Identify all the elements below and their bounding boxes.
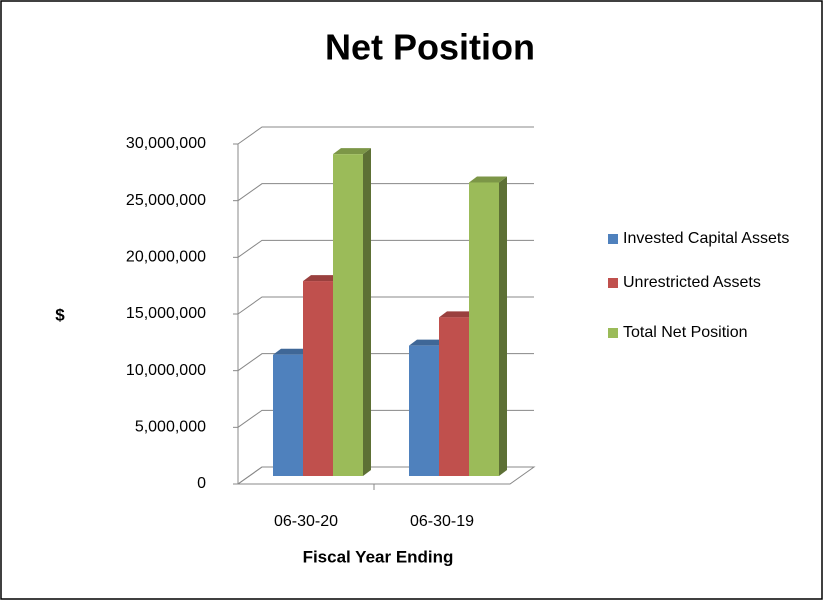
legend-label: Unrestricted Assets xyxy=(623,274,761,291)
y-tick-label: 5,000,000 xyxy=(135,419,206,436)
bar-top xyxy=(333,148,371,155)
legend-swatch xyxy=(608,278,618,288)
bar xyxy=(439,311,477,476)
y-axis-label: $ xyxy=(55,305,65,324)
bar-top xyxy=(469,176,507,183)
y-tick-label: 20,000,000 xyxy=(126,249,206,266)
y-tick-label: 0 xyxy=(197,475,206,492)
legend-swatch xyxy=(608,328,618,338)
bar-side xyxy=(363,148,371,476)
legend-item: Invested Capital Assets xyxy=(608,228,820,250)
grid-line xyxy=(237,239,534,258)
grid-line xyxy=(237,126,534,145)
legend-label: Total Net Position xyxy=(623,324,748,341)
legend-swatch xyxy=(608,234,618,244)
bar-front xyxy=(273,354,303,476)
legend: Invested Capital Assets Unrestricted Asse… xyxy=(608,228,820,344)
bar-front xyxy=(469,182,499,476)
bar-front xyxy=(409,345,439,476)
bar-top xyxy=(409,339,447,346)
legend-label: Invested Capital Assets xyxy=(623,230,790,247)
bar-top xyxy=(273,348,311,355)
x-tick-label: 06-30-19 xyxy=(410,513,474,530)
y-tick-label: 10,000,000 xyxy=(126,362,206,379)
bar xyxy=(469,176,507,476)
chart-title: Net Position xyxy=(325,27,535,68)
grid-line xyxy=(237,296,534,315)
y-tick-label: 30,000,000 xyxy=(126,135,206,152)
bar-top xyxy=(303,275,341,282)
grid-line xyxy=(237,183,534,202)
y-tick-label: 15,000,000 xyxy=(126,305,206,322)
bar xyxy=(333,148,371,476)
bar-front xyxy=(333,154,363,476)
bar-front xyxy=(303,281,333,476)
y-tick-label: 25,000,000 xyxy=(126,192,206,209)
bar-top xyxy=(439,311,477,318)
legend-item: Unrestricted Assets xyxy=(608,272,820,294)
x-tick-label: 06-30-20 xyxy=(274,513,338,530)
legend-item: Total Net Position xyxy=(608,322,820,344)
x-axis-label: Fiscal Year Ending xyxy=(303,547,454,566)
bar-front xyxy=(439,317,469,476)
bar-side xyxy=(499,176,507,476)
